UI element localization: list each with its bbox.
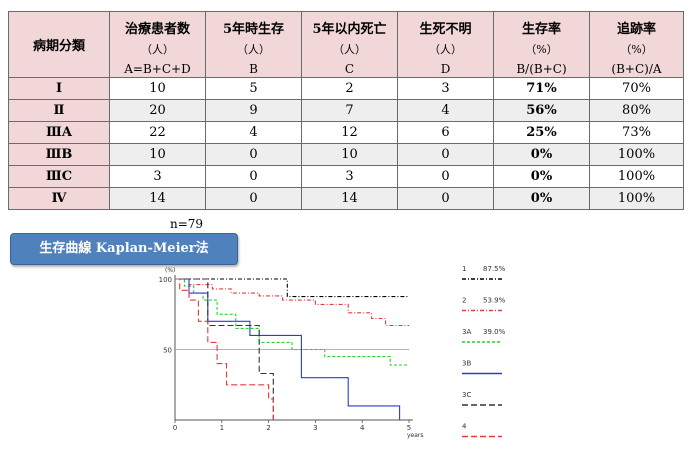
- unknown-cell: 0: [397, 187, 494, 210]
- stage-cell: ⅢB: [8, 143, 110, 166]
- five-year-alive-header: 5年時生存 （人） B: [205, 11, 302, 78]
- y-tick-label: 100: [159, 276, 172, 284]
- table-row: Ⅳ 14 0 14 0 0% 100%: [8, 187, 684, 210]
- follow-up-rate-cell: 100%: [589, 187, 684, 210]
- series-line-4: [175, 278, 274, 420]
- stage-header: 病期分類: [8, 11, 110, 78]
- stage-cell: ⅢC: [8, 165, 110, 188]
- x-tick-label: 5: [407, 424, 411, 432]
- survival-curve-label: 生存曲線 Kaplan-Meier法: [10, 233, 238, 265]
- legend-series-name: 3C: [462, 391, 471, 399]
- x-axis-label: years: [407, 432, 424, 439]
- follow-up-rate-cell: 100%: [589, 165, 684, 188]
- follow-up-rate-header: 追跡率 （%） (B+C)/A: [589, 11, 684, 78]
- legend-series-name: 2: [462, 297, 466, 305]
- x-tick-label: 2: [266, 424, 270, 432]
- legend-series-name: 1: [462, 265, 466, 273]
- treated-cell: 14: [109, 187, 206, 210]
- x-tick-label: 0: [173, 424, 177, 432]
- stage-cell: Ⅰ: [8, 77, 110, 100]
- y-tick-label: 50: [163, 347, 172, 355]
- survival-rate-cell: 71%: [493, 77, 590, 100]
- y-axis-label: (%): [165, 267, 175, 274]
- treated-cell: 20: [109, 99, 206, 122]
- follow-up-rate-cell: 80%: [589, 99, 684, 122]
- table-row: ⅢA 22 4 12 6 25% 73%: [8, 121, 684, 144]
- table-row: Ⅱ 20 9 7 4 56% 80%: [8, 99, 684, 122]
- alive-cell: 9: [205, 99, 302, 122]
- dead-within-five-header: 5年以内死亡 （人） C: [301, 11, 398, 78]
- survival-rate-cell: 56%: [493, 99, 590, 122]
- stage-cell: Ⅳ: [8, 187, 110, 210]
- follow-up-rate-cell: 73%: [589, 121, 684, 144]
- table-row: ⅢB 10 0 10 0 0% 100%: [8, 143, 684, 166]
- legend-series-value: 53.9%: [483, 297, 506, 305]
- survival-rate-header: 生存率 （%） B/(B+C): [493, 11, 590, 78]
- total-patients: n=79: [170, 217, 204, 231]
- series-line-2: [175, 278, 409, 327]
- legend-series-name: 3B: [462, 360, 471, 368]
- x-tick-label: 4: [360, 424, 365, 432]
- series-line-1: [175, 278, 409, 298]
- x-tick-label: 1: [220, 424, 224, 432]
- alive-cell: 0: [205, 187, 302, 210]
- table-row: Ⅰ 10 5 2 3 71% 70%: [8, 77, 684, 100]
- survival-rate-cell: 0%: [493, 143, 590, 166]
- alive-cell: 0: [205, 143, 302, 166]
- stage-cell: Ⅱ: [8, 99, 110, 122]
- table-row: ⅢC 3 0 3 0 0% 100%: [8, 165, 684, 188]
- survival-table: 病期分類 治療患者数 （人） A=B+C+D 5年時生存 （人） B 5年以内死…: [8, 11, 684, 210]
- follow-up-rate-cell: 100%: [589, 143, 684, 166]
- legend-series-name: 3A: [462, 328, 471, 336]
- legend-series-name: 4: [462, 423, 467, 431]
- legend-series-value: 39.0%: [483, 328, 506, 336]
- series-line-3a: [175, 278, 409, 366]
- x-tick-label: 3: [313, 424, 317, 432]
- legend-series-value: 87.5%: [483, 265, 506, 273]
- dead-cell: 14: [301, 187, 398, 210]
- survival-rate-cell: 0%: [493, 187, 590, 210]
- series-line-3c: [175, 278, 274, 420]
